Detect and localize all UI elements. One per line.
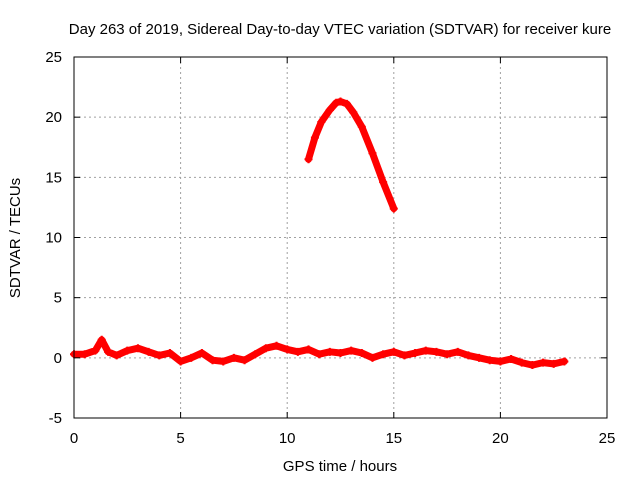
data-point [379, 178, 388, 187]
data-point [144, 347, 153, 356]
data-point [368, 353, 377, 362]
y-tick-label: 0 [54, 350, 62, 367]
data-point [560, 357, 569, 366]
data-point [332, 98, 341, 107]
data-point [80, 350, 89, 359]
x-tick-label: 15 [385, 430, 402, 447]
data-point [325, 105, 334, 114]
data-point [165, 349, 174, 358]
data-point [336, 97, 345, 106]
x-tick-label: 20 [492, 430, 509, 447]
data-point [507, 355, 516, 364]
y-axis-label: SDTVAR / TECUs [7, 178, 24, 298]
series-line-arc [305, 98, 398, 213]
data-point [176, 357, 185, 366]
y-tick-label: -5 [49, 410, 62, 427]
data-point [379, 350, 388, 359]
data-point [91, 346, 100, 355]
y-tick-label: 15 [45, 169, 62, 186]
data-point [389, 204, 398, 213]
data-point [155, 351, 164, 360]
data-point [240, 356, 249, 365]
data-point [411, 349, 420, 358]
data-point [485, 356, 494, 365]
data-point [400, 351, 409, 360]
x-tick-label: 10 [279, 430, 296, 447]
data-point [475, 353, 484, 362]
data-point [496, 357, 505, 366]
data-point [133, 344, 142, 353]
data-point [528, 361, 537, 370]
x-tick-label: 25 [599, 430, 616, 447]
data-point [342, 99, 351, 108]
grid-lines [74, 57, 607, 418]
axis-ticks: 0 5 10 15 20 25 -5 0 5 10 15 20 25 [45, 49, 615, 447]
data-point [347, 346, 356, 355]
data-point [229, 353, 238, 362]
data-point [421, 346, 430, 355]
data-point [317, 117, 326, 126]
x-axis-label: GPS time / hours [283, 458, 397, 475]
y-tick-label: 20 [45, 109, 62, 126]
data-point [123, 346, 132, 355]
data-point [539, 358, 548, 367]
data-point [517, 358, 526, 367]
data-point [112, 351, 121, 360]
data-point [251, 350, 260, 359]
data-point [219, 357, 228, 366]
data-point [336, 349, 345, 358]
chart-title: Day 263 of 2019, Sidereal Day-to-day VTE… [69, 21, 611, 38]
y-tick-label: 5 [54, 290, 62, 307]
data-point [453, 347, 462, 356]
data-point [432, 347, 441, 356]
data-point [293, 347, 302, 356]
data-point [310, 133, 319, 142]
data-point [325, 347, 334, 356]
data-point [357, 122, 366, 131]
data-point [272, 341, 281, 350]
data-point [97, 335, 106, 344]
data-point [549, 359, 558, 368]
data-point [283, 345, 292, 354]
data-point [104, 347, 113, 356]
x-tick-label: 5 [176, 430, 184, 447]
y-tick-label: 10 [45, 230, 62, 247]
data-point [197, 349, 206, 358]
data-point [357, 349, 366, 358]
data-point [304, 155, 313, 164]
data-point [208, 356, 217, 365]
data-point [349, 108, 358, 117]
series-layer [70, 97, 569, 370]
y-tick-label: 25 [45, 49, 62, 66]
x-tick-label: 0 [70, 430, 78, 447]
data-point [443, 350, 452, 359]
data-point [389, 347, 398, 356]
data-point [187, 353, 196, 362]
data-point [261, 344, 270, 353]
data-point [315, 350, 324, 359]
data-point [368, 149, 377, 158]
series-baseline [70, 335, 569, 370]
series-arc [304, 97, 398, 213]
data-point [304, 345, 313, 354]
data-point [464, 351, 473, 360]
